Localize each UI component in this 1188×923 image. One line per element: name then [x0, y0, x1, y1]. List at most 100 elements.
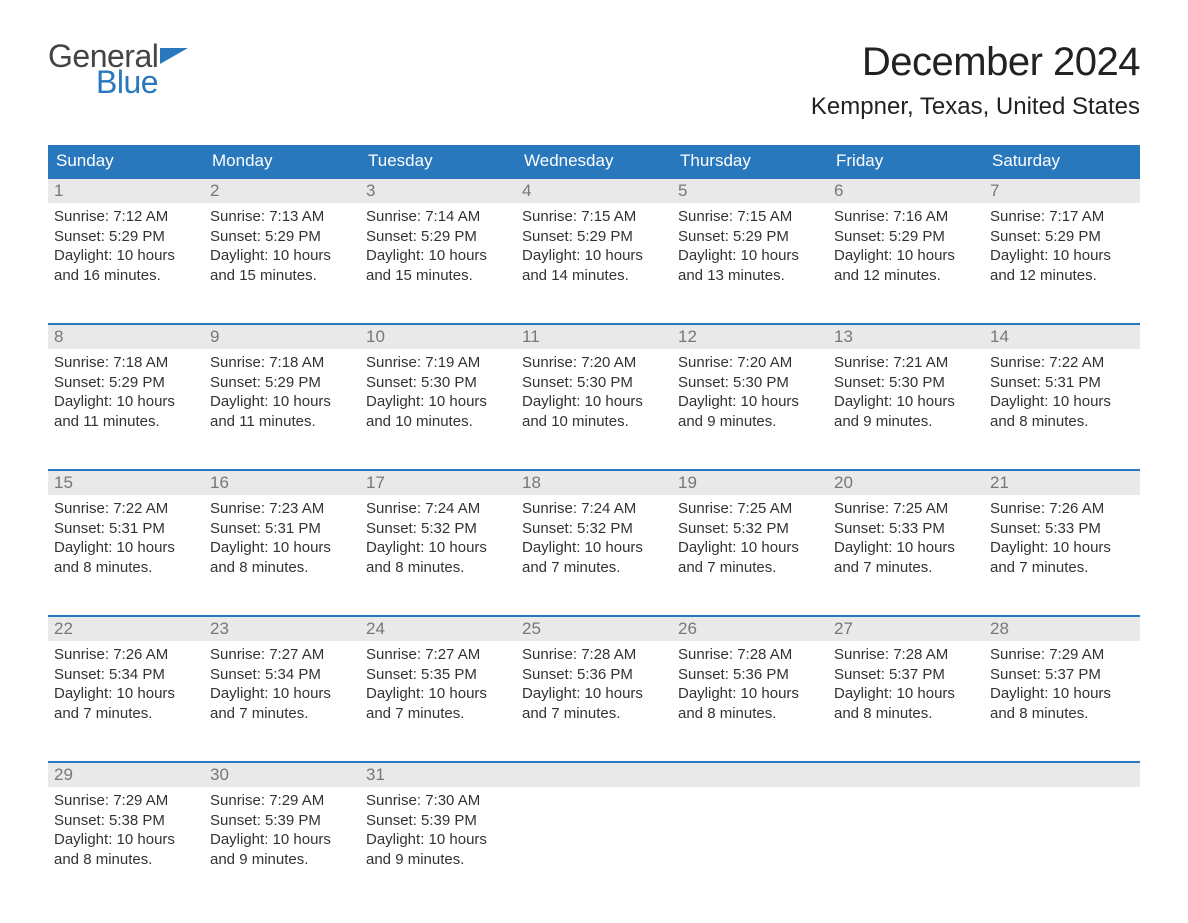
- day-sunset: Sunset: 5:29 PM: [210, 227, 354, 247]
- day-d1: Daylight: 10 hours: [990, 246, 1134, 266]
- flag-icon: [160, 48, 188, 68]
- dow-wednesday: Wednesday: [516, 145, 672, 177]
- day-d1: Daylight: 10 hours: [990, 392, 1134, 412]
- day-sunrise: Sunrise: 7:25 AM: [678, 499, 822, 519]
- day-d2: and 8 minutes.: [366, 558, 510, 578]
- week-row: 1Sunrise: 7:12 AMSunset: 5:29 PMDaylight…: [48, 177, 1140, 299]
- week-row: 29Sunrise: 7:29 AMSunset: 5:38 PMDayligh…: [48, 761, 1140, 883]
- day-cell: 8Sunrise: 7:18 AMSunset: 5:29 PMDaylight…: [48, 325, 204, 445]
- day-d2: and 8 minutes.: [210, 558, 354, 578]
- day-body: Sunrise: 7:26 AMSunset: 5:34 PMDaylight:…: [48, 641, 204, 729]
- day-body: Sunrise: 7:18 AMSunset: 5:29 PMDaylight:…: [204, 349, 360, 437]
- day-sunrise: Sunrise: 7:12 AM: [54, 207, 198, 227]
- day-cell: 16Sunrise: 7:23 AMSunset: 5:31 PMDayligh…: [204, 471, 360, 591]
- day-d2: and 9 minutes.: [366, 850, 510, 870]
- day-d2: and 9 minutes.: [678, 412, 822, 432]
- day-d1: Daylight: 10 hours: [54, 538, 198, 558]
- day-sunset: Sunset: 5:32 PM: [366, 519, 510, 539]
- day-number: 13: [828, 325, 984, 349]
- day-d2: and 8 minutes.: [678, 704, 822, 724]
- calendar: Sunday Monday Tuesday Wednesday Thursday…: [48, 145, 1140, 883]
- day-sunrise: Sunrise: 7:30 AM: [366, 791, 510, 811]
- day-d2: and 7 minutes.: [210, 704, 354, 724]
- day-d1: Daylight: 10 hours: [366, 830, 510, 850]
- day-sunset: Sunset: 5:33 PM: [834, 519, 978, 539]
- day-d1: Daylight: 10 hours: [834, 684, 978, 704]
- day-cell: 30Sunrise: 7:29 AMSunset: 5:39 PMDayligh…: [204, 763, 360, 883]
- day-cell: 18Sunrise: 7:24 AMSunset: 5:32 PMDayligh…: [516, 471, 672, 591]
- day-cell: [828, 763, 984, 883]
- day-d1: Daylight: 10 hours: [54, 392, 198, 412]
- day-cell: 25Sunrise: 7:28 AMSunset: 5:36 PMDayligh…: [516, 617, 672, 737]
- day-sunrise: Sunrise: 7:24 AM: [522, 499, 666, 519]
- day-body: Sunrise: 7:30 AMSunset: 5:39 PMDaylight:…: [360, 787, 516, 875]
- day-sunset: Sunset: 5:34 PM: [54, 665, 198, 685]
- dow-monday: Monday: [204, 145, 360, 177]
- day-sunrise: Sunrise: 7:20 AM: [678, 353, 822, 373]
- day-d1: Daylight: 10 hours: [990, 538, 1134, 558]
- day-number: 11: [516, 325, 672, 349]
- page-header: General Blue December 2024 Kempner, Texa…: [48, 40, 1140, 121]
- day-cell: 15Sunrise: 7:22 AMSunset: 5:31 PMDayligh…: [48, 471, 204, 591]
- day-sunset: Sunset: 5:37 PM: [834, 665, 978, 685]
- day-d1: Daylight: 10 hours: [522, 392, 666, 412]
- day-d1: Daylight: 10 hours: [678, 684, 822, 704]
- day-body: Sunrise: 7:29 AMSunset: 5:38 PMDaylight:…: [48, 787, 204, 875]
- day-sunset: Sunset: 5:36 PM: [678, 665, 822, 685]
- day-body: Sunrise: 7:13 AMSunset: 5:29 PMDaylight:…: [204, 203, 360, 291]
- day-number: 20: [828, 471, 984, 495]
- day-d2: and 16 minutes.: [54, 266, 198, 286]
- day-number: 17: [360, 471, 516, 495]
- day-sunrise: Sunrise: 7:28 AM: [522, 645, 666, 665]
- day-body: Sunrise: 7:27 AMSunset: 5:34 PMDaylight:…: [204, 641, 360, 729]
- day-number: 30: [204, 763, 360, 787]
- day-cell: 5Sunrise: 7:15 AMSunset: 5:29 PMDaylight…: [672, 179, 828, 299]
- day-cell: 1Sunrise: 7:12 AMSunset: 5:29 PMDaylight…: [48, 179, 204, 299]
- day-cell: 13Sunrise: 7:21 AMSunset: 5:30 PMDayligh…: [828, 325, 984, 445]
- day-sunset: Sunset: 5:29 PM: [54, 227, 198, 247]
- day-sunrise: Sunrise: 7:18 AM: [54, 353, 198, 373]
- day-sunrise: Sunrise: 7:14 AM: [366, 207, 510, 227]
- day-cell: 2Sunrise: 7:13 AMSunset: 5:29 PMDaylight…: [204, 179, 360, 299]
- day-cell: 31Sunrise: 7:30 AMSunset: 5:39 PMDayligh…: [360, 763, 516, 883]
- day-d2: and 9 minutes.: [834, 412, 978, 432]
- day-body: Sunrise: 7:20 AMSunset: 5:30 PMDaylight:…: [516, 349, 672, 437]
- day-body: [984, 787, 1140, 877]
- dow-tuesday: Tuesday: [360, 145, 516, 177]
- day-d2: and 11 minutes.: [54, 412, 198, 432]
- day-d2: and 10 minutes.: [522, 412, 666, 432]
- day-sunset: Sunset: 5:32 PM: [522, 519, 666, 539]
- month-title: December 2024: [811, 40, 1140, 85]
- day-body: Sunrise: 7:22 AMSunset: 5:31 PMDaylight:…: [48, 495, 204, 583]
- day-sunrise: Sunrise: 7:26 AM: [54, 645, 198, 665]
- day-d2: and 15 minutes.: [210, 266, 354, 286]
- week-row: 8Sunrise: 7:18 AMSunset: 5:29 PMDaylight…: [48, 323, 1140, 445]
- day-cell: [984, 763, 1140, 883]
- day-sunset: Sunset: 5:30 PM: [366, 373, 510, 393]
- day-d2: and 12 minutes.: [834, 266, 978, 286]
- day-number: 5: [672, 179, 828, 203]
- day-number: [516, 763, 672, 787]
- day-d2: and 8 minutes.: [834, 704, 978, 724]
- title-block: December 2024 Kempner, Texas, United Sta…: [811, 40, 1140, 121]
- day-d2: and 8 minutes.: [54, 850, 198, 870]
- dow-thursday: Thursday: [672, 145, 828, 177]
- day-cell: 10Sunrise: 7:19 AMSunset: 5:30 PMDayligh…: [360, 325, 516, 445]
- day-sunset: Sunset: 5:32 PM: [678, 519, 822, 539]
- day-number: 3: [360, 179, 516, 203]
- day-d1: Daylight: 10 hours: [522, 538, 666, 558]
- day-sunset: Sunset: 5:39 PM: [210, 811, 354, 831]
- day-sunrise: Sunrise: 7:29 AM: [990, 645, 1134, 665]
- day-number: 26: [672, 617, 828, 641]
- day-sunrise: Sunrise: 7:15 AM: [678, 207, 822, 227]
- day-d1: Daylight: 10 hours: [834, 392, 978, 412]
- day-body: Sunrise: 7:21 AMSunset: 5:30 PMDaylight:…: [828, 349, 984, 437]
- day-number: 31: [360, 763, 516, 787]
- day-body: Sunrise: 7:16 AMSunset: 5:29 PMDaylight:…: [828, 203, 984, 291]
- day-cell: 3Sunrise: 7:14 AMSunset: 5:29 PMDaylight…: [360, 179, 516, 299]
- day-d1: Daylight: 10 hours: [210, 538, 354, 558]
- week-row: 15Sunrise: 7:22 AMSunset: 5:31 PMDayligh…: [48, 469, 1140, 591]
- day-d1: Daylight: 10 hours: [678, 392, 822, 412]
- day-d1: Daylight: 10 hours: [678, 246, 822, 266]
- day-number: 23: [204, 617, 360, 641]
